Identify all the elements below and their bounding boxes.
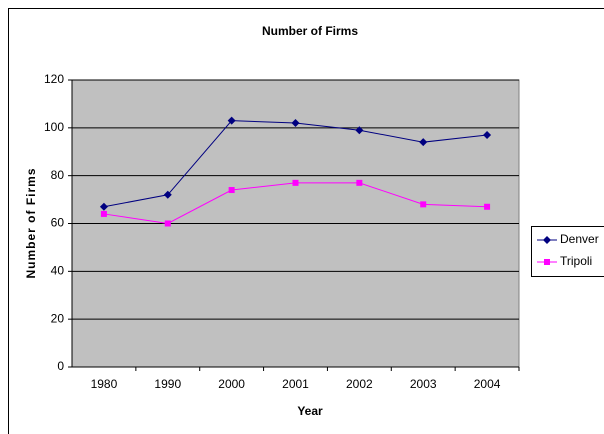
x-tick-label: 2000: [218, 377, 245, 391]
x-tick-label: 1990: [154, 377, 181, 391]
data-point: [420, 201, 427, 208]
y-tick-label: 60: [51, 216, 65, 230]
y-axis-label: Number of Firms: [24, 167, 38, 278]
data-point: [356, 179, 363, 186]
y-tick-label: 100: [44, 120, 64, 134]
data-point: [99, 202, 108, 211]
data-point: [292, 179, 299, 186]
data-point: [291, 119, 300, 128]
data-point: [419, 138, 428, 147]
y-tick-label: 0: [57, 359, 64, 373]
x-tick-label: 2004: [474, 377, 501, 391]
data-point: [227, 116, 236, 125]
legend-label: Tripoli: [560, 254, 592, 268]
data-point: [100, 210, 107, 217]
y-tick-label: 40: [51, 264, 65, 278]
data-point: [484, 203, 491, 210]
y-tick-label: 80: [51, 168, 65, 182]
data-point: [228, 187, 235, 194]
y-tick-label: 20: [51, 311, 65, 325]
x-tick-label: 2002: [346, 377, 373, 391]
x-tick-label: 2003: [410, 377, 437, 391]
y-tick-label: 120: [44, 72, 64, 86]
x-tick-label: 1980: [91, 377, 118, 391]
legend-label: Denver: [560, 232, 599, 246]
legend-marker: [543, 236, 551, 244]
x-tick-label: 2001: [282, 377, 309, 391]
legend-marker: [544, 259, 550, 265]
data-point: [163, 190, 172, 199]
x-axis-label: Year: [297, 404, 323, 418]
data-point: [483, 131, 492, 140]
data-point: [164, 220, 171, 227]
chart-title: Number of Firms: [262, 24, 358, 38]
legend-box: [531, 226, 604, 277]
data-point: [355, 126, 364, 135]
